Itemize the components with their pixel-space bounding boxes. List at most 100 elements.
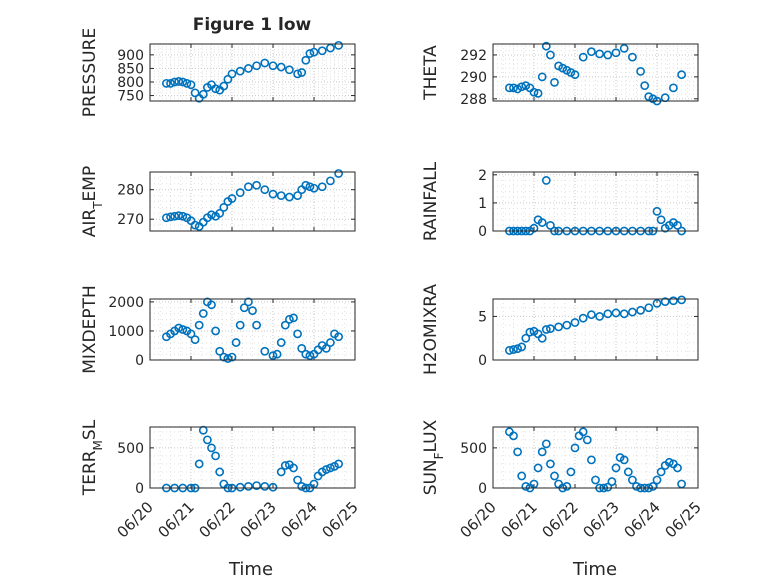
data-point <box>317 182 327 192</box>
data-point <box>268 189 278 199</box>
data-point <box>268 61 278 71</box>
data-point <box>595 312 604 321</box>
subplot-terr-msl: 0 500 TERRMSL <box>80 419 356 497</box>
data-point <box>211 84 220 94</box>
data-point <box>211 326 220 336</box>
data-point <box>566 467 576 477</box>
data-point <box>207 443 216 453</box>
data-point <box>513 447 522 457</box>
x-axis-label-left: Time <box>228 559 273 580</box>
x-tick-label: 06/25 <box>662 498 705 541</box>
axes-box <box>149 426 356 489</box>
y-tick-label: 500 <box>117 441 144 457</box>
axes-box <box>492 171 699 232</box>
data-point <box>301 180 311 190</box>
data-point <box>562 320 572 330</box>
data-point <box>628 475 637 485</box>
x-tick-label: 06/23 <box>237 498 280 541</box>
x-tick-label: 06/23 <box>580 498 623 541</box>
data-point <box>603 482 613 492</box>
data-point <box>178 211 188 221</box>
data-point <box>517 82 527 92</box>
data-point <box>541 325 551 334</box>
data-point <box>289 313 298 323</box>
data-point <box>644 303 654 313</box>
data-point <box>186 80 196 90</box>
data-point <box>276 338 286 347</box>
data-point <box>669 296 678 306</box>
data-point <box>260 185 270 195</box>
data-point <box>161 213 171 223</box>
data-point <box>656 467 666 477</box>
x-tick-label: 06/22 <box>196 498 239 541</box>
data-point <box>582 435 592 445</box>
y-tick-label: 2000 <box>108 295 144 311</box>
data-point <box>260 58 270 68</box>
x-tick-label: 06/25 <box>319 498 362 541</box>
data-point <box>194 459 204 469</box>
plot-area <box>150 427 355 488</box>
data-point <box>537 72 547 82</box>
y-axis-label: MIXDEPTH <box>80 285 100 374</box>
data-point <box>276 467 286 477</box>
data-point <box>166 212 175 222</box>
data-point <box>664 457 674 467</box>
data-point <box>537 218 547 227</box>
data-point <box>546 220 555 230</box>
subplot-theta: 288 290 292 THETA <box>421 41 699 108</box>
data-point <box>309 47 319 57</box>
data-point <box>554 322 563 332</box>
y-tick-label: 280 <box>117 183 144 199</box>
data-point <box>513 344 522 354</box>
data-point <box>587 47 596 57</box>
data-point <box>293 329 302 339</box>
data-point <box>198 309 208 318</box>
data-point <box>235 66 245 76</box>
data-point <box>317 46 327 56</box>
data-point <box>636 305 645 315</box>
data-point <box>546 459 555 469</box>
data-point <box>525 327 535 337</box>
data-point <box>550 77 559 87</box>
x-tick-label: 06/21 <box>498 498 541 541</box>
y-tick-label: 0 <box>478 224 487 240</box>
data-point <box>521 333 531 343</box>
y-tick-label: 0 <box>135 353 144 369</box>
data-point <box>591 475 600 485</box>
data-point <box>611 463 621 473</box>
data-point <box>541 41 551 51</box>
data-point <box>578 52 588 62</box>
data-point <box>198 89 208 99</box>
data-point <box>509 431 518 441</box>
data-point <box>677 70 686 80</box>
data-point <box>297 343 307 353</box>
data-point <box>334 40 343 50</box>
data-point <box>178 325 188 334</box>
data-point <box>541 176 551 185</box>
data-point <box>260 346 270 356</box>
data-point <box>276 62 286 72</box>
data-point <box>174 77 184 86</box>
data-point <box>243 481 253 491</box>
data-point <box>673 220 682 230</box>
y-axis-label-rest: SL <box>80 419 100 440</box>
data-point <box>305 182 315 192</box>
y-axis-label-rest: LUX <box>421 419 441 452</box>
data-point <box>652 298 662 308</box>
y-tick-label: 292 <box>460 48 487 64</box>
data-point <box>603 309 613 319</box>
figure-title: Figure 1 low <box>193 15 312 35</box>
data-point <box>194 320 204 330</box>
axes-box <box>149 43 356 102</box>
data-point <box>636 67 645 76</box>
data-point <box>182 78 192 88</box>
axes-box <box>149 298 356 361</box>
data-point <box>640 81 650 91</box>
data-point <box>562 481 572 491</box>
data-point <box>235 482 245 492</box>
subplot-sun-flux: 0 500 SUNFLUX <box>421 419 699 497</box>
data-point <box>652 475 662 485</box>
data-point <box>223 354 233 363</box>
data-point <box>603 50 613 60</box>
data-point <box>207 210 216 220</box>
